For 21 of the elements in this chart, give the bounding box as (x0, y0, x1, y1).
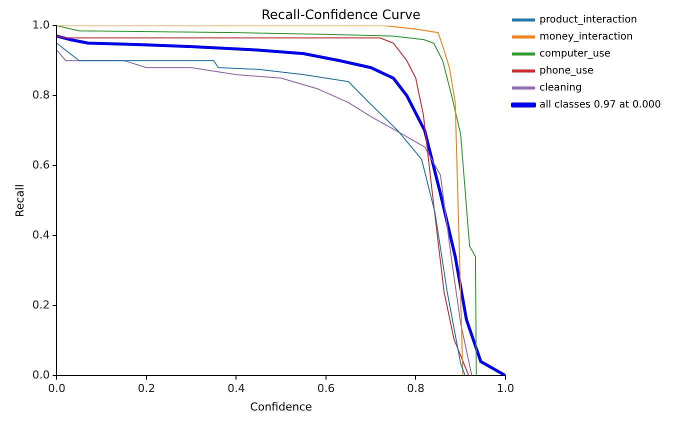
x-tick-label: 0.4 (227, 382, 245, 396)
x-tick-label: 0.6 (317, 382, 335, 396)
legend-label: product_interaction (540, 14, 638, 26)
legend-label: all classes 0.97 at 0.000 (540, 100, 662, 111)
x-axis-title: Confidence (250, 400, 312, 414)
legend-label: money_interaction (540, 32, 633, 43)
legend-label: computer_use (540, 48, 610, 60)
y-axis-title: Recall (13, 184, 26, 218)
legend-label: cleaning (540, 82, 582, 94)
y-tick-label: 0.6 (32, 158, 50, 172)
x-tick-label: 0.2 (138, 382, 156, 396)
x-tick-label: 0.0 (48, 382, 66, 396)
y-tick-label: 0.4 (32, 228, 50, 242)
legend-label: phone_use (540, 66, 594, 77)
x-tick-label: 0.8 (406, 382, 424, 396)
y-tick-label: 1.0 (32, 18, 50, 32)
x-tick-label: 1.0 (496, 382, 514, 396)
chart-title: Recall-Confidence Curve (261, 8, 421, 24)
y-tick-label: 0.8 (32, 88, 50, 102)
y-tick-label: 0.0 (32, 368, 50, 382)
y-tick-label: 0.2 (32, 298, 50, 312)
